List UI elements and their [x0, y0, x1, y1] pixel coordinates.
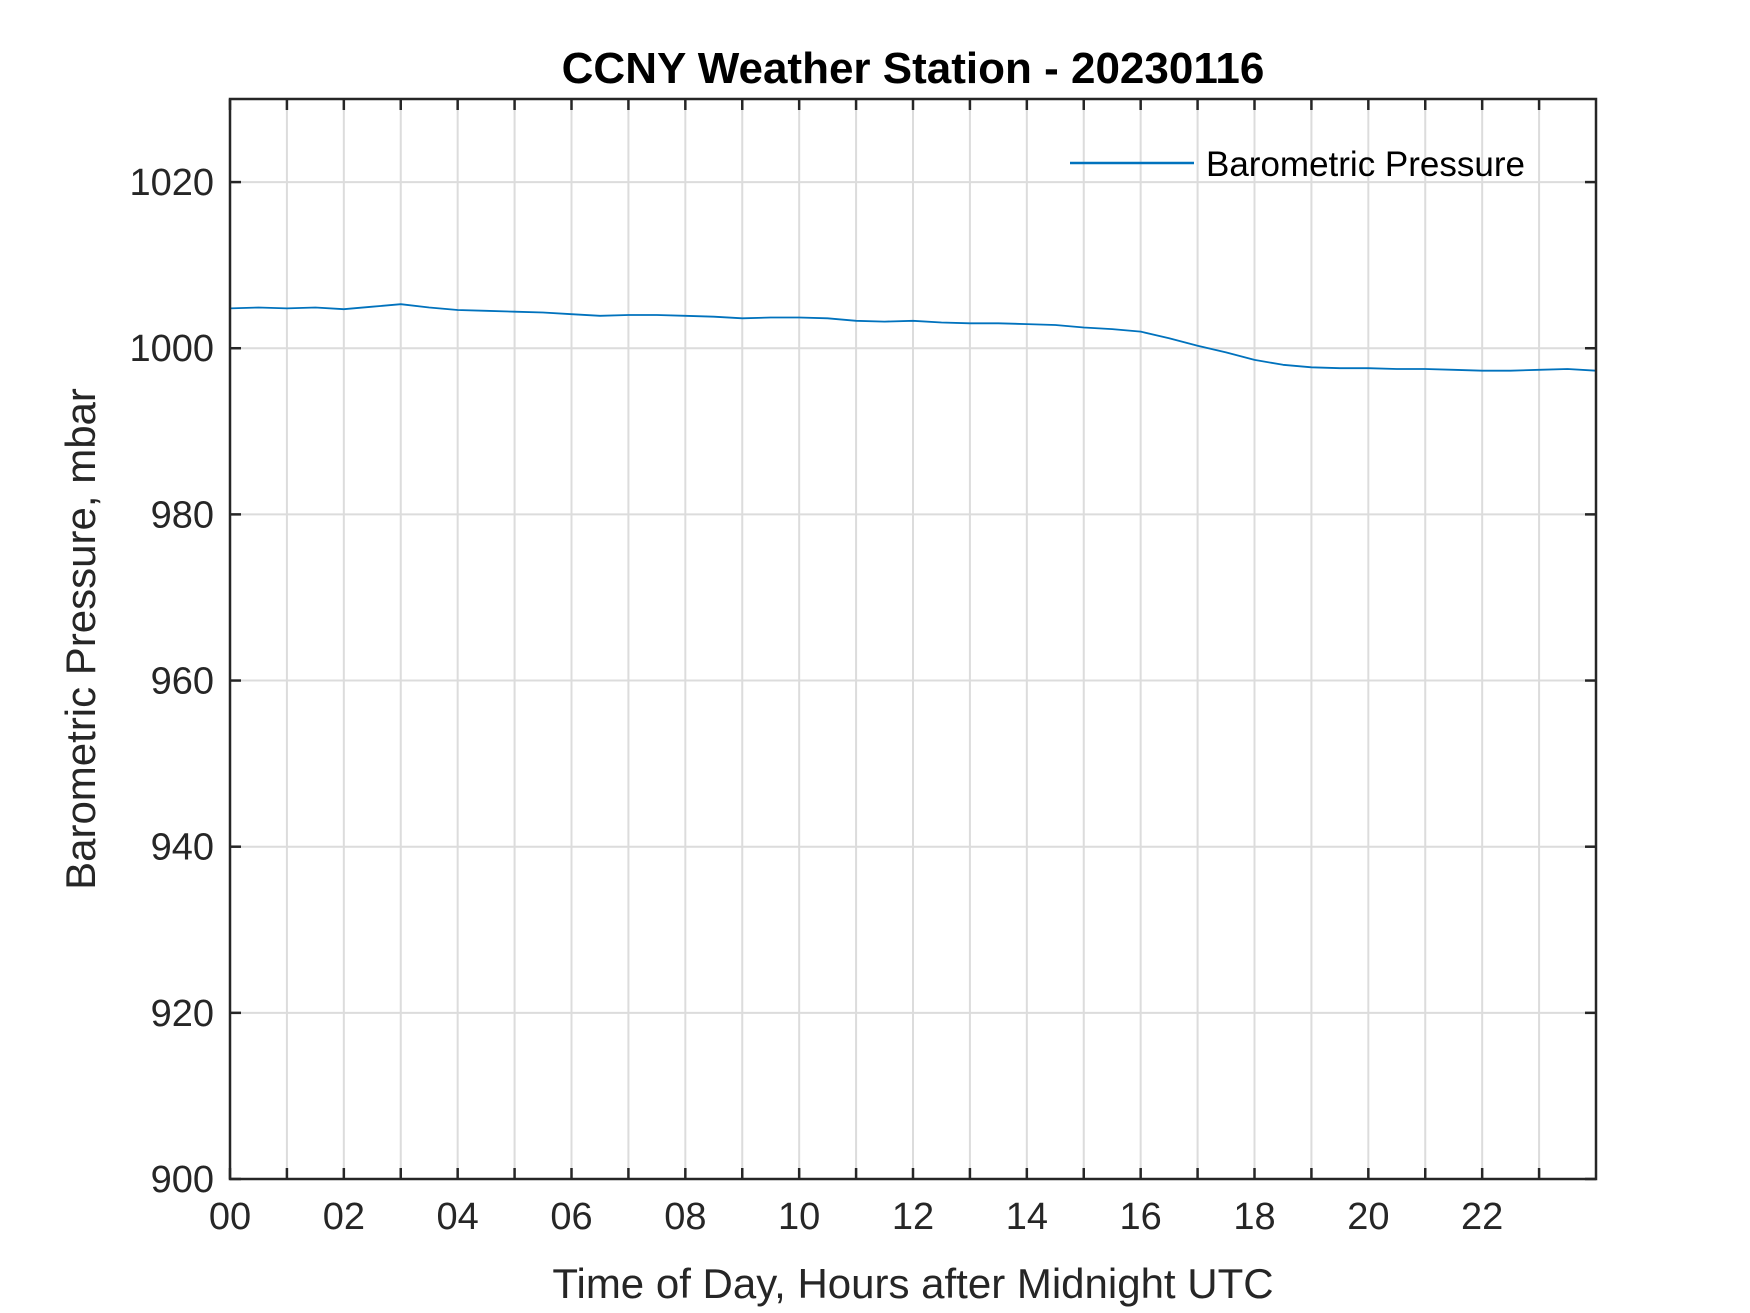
- y-tick-label: 1020: [129, 162, 214, 204]
- y-tick-label: 940: [151, 827, 214, 869]
- y-tick-label: 980: [151, 494, 214, 536]
- legend-label: Barometric Pressure: [1206, 145, 1525, 184]
- x-tick-label: 04: [437, 1196, 479, 1238]
- x-tick-label: 12: [892, 1196, 934, 1238]
- x-tick-label: 00: [209, 1196, 251, 1238]
- tick-labels: 00 02 04 06 08 10 12 14 16 18 20 22 900 920 940 960 980 1…: [129, 162, 1503, 1238]
- x-tick-label: 08: [664, 1196, 706, 1238]
- x-tick-label: 16: [1120, 1196, 1162, 1238]
- series-layer: [229, 303, 1597, 372]
- y-tick-label: 900: [151, 1159, 214, 1201]
- x-tick-label: 02: [323, 1196, 365, 1238]
- chart-title: CCNY Weather Station - 20230116: [562, 44, 1265, 93]
- x-tick-label: 22: [1461, 1196, 1503, 1238]
- x-tick-label: 10: [778, 1196, 820, 1238]
- x-tick-label: 14: [1006, 1196, 1048, 1238]
- y-tick-label: 960: [151, 661, 214, 703]
- series-line-barometric-pressure: [229, 303, 1597, 372]
- legend: Barometric Pressure: [1070, 145, 1525, 184]
- x-axis-label: Time of Day, Hours after Midnight UTC: [552, 1260, 1273, 1307]
- x-tick-label: 06: [550, 1196, 592, 1238]
- x-tick-label: 18: [1233, 1196, 1275, 1238]
- y-tick-label: 920: [151, 993, 214, 1035]
- x-tick-label: 20: [1347, 1196, 1389, 1238]
- y-axis-label: Barometric Pressure, mbar: [57, 388, 104, 890]
- axes-box: [228, 97, 1598, 1181]
- y-tick-label: 1000: [129, 328, 214, 370]
